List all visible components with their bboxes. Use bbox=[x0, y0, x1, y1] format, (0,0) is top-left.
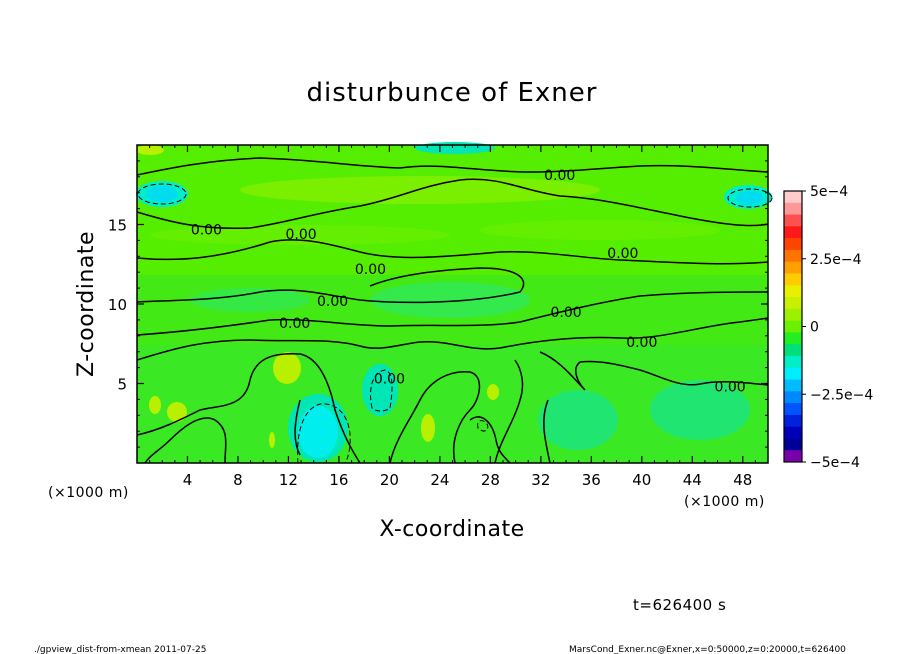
contour-label: 0.00 bbox=[279, 316, 310, 332]
x-tick-label: 12 bbox=[279, 471, 298, 489]
y-axis-label: Z-coordinate bbox=[74, 231, 99, 377]
colorbar-swatch bbox=[784, 226, 802, 239]
contour-label: 0.00 bbox=[374, 372, 405, 388]
colorbar-swatch bbox=[784, 261, 802, 274]
colorbar-swatch bbox=[784, 202, 802, 216]
colorbar bbox=[783, 190, 803, 463]
colorbar-swatch bbox=[784, 191, 802, 204]
colorbar-swatch bbox=[784, 332, 802, 345]
contour-lines bbox=[136, 157, 769, 464]
colorbar-swatch bbox=[784, 426, 802, 439]
time-label: t=626400 s bbox=[633, 596, 726, 614]
chart-title: disturbunce of Exner bbox=[307, 78, 598, 108]
x-axis: 4 8 12 16 20 24 28 32 36 40 44 48 bbox=[149, 145, 756, 489]
colorbar-tick-label: 0 bbox=[810, 320, 819, 336]
colorbar-tick-label: 2.5e−4 bbox=[810, 252, 862, 268]
x-tick-label: 28 bbox=[481, 471, 500, 489]
colorbar-swatch bbox=[784, 308, 802, 322]
contour-label: 0.00 bbox=[607, 246, 638, 262]
x-unit-note-left: (×1000 m) bbox=[48, 485, 129, 501]
footer-left: ./gpview_dist-from-xmean 2011-07-25 bbox=[34, 645, 206, 654]
x-tick-label: 8 bbox=[233, 471, 243, 489]
contour-label: 0.00 bbox=[550, 305, 581, 321]
colorbar-swatch bbox=[784, 344, 802, 357]
x-tick-label: 44 bbox=[683, 471, 702, 489]
colorbar-swatch bbox=[784, 273, 802, 286]
y-tick-label: 10 bbox=[108, 296, 127, 314]
contour-label: 0.00 bbox=[317, 294, 348, 310]
contour-label: 0.00 bbox=[355, 262, 386, 278]
footer-right: MarsCond_Exner.nc@Exner,x=0:50000,z=0:20… bbox=[569, 645, 846, 654]
x-unit-note-right: (×1000 m) bbox=[684, 494, 765, 510]
colorbar-swatch bbox=[784, 379, 802, 392]
contour-lines-dashed bbox=[137, 183, 773, 464]
colorbar-swatch bbox=[784, 438, 802, 451]
x-tick-label: 36 bbox=[582, 471, 601, 489]
x-axis-label: X-coordinate bbox=[379, 517, 524, 542]
x-tick-label: 20 bbox=[380, 471, 399, 489]
colorbar-swatch bbox=[784, 391, 802, 404]
colorbar-tick-label: 5e−4 bbox=[810, 184, 848, 200]
colorbar-swatch bbox=[784, 320, 802, 333]
contour-label: 0.00 bbox=[715, 380, 746, 396]
x-tick-label: 24 bbox=[430, 471, 449, 489]
x-tick-label: 4 bbox=[183, 471, 193, 489]
colorbar-tick-label: −2.5e−4 bbox=[810, 387, 873, 403]
y-tick-label: 5 bbox=[117, 376, 127, 394]
colorbar-swatch bbox=[784, 403, 802, 416]
colorbar-labels: 5e−4 2.5e−4 0 −2.5e−4 −5e−4 bbox=[802, 184, 873, 471]
contour-field bbox=[136, 142, 772, 463]
colorbar-swatch bbox=[784, 214, 802, 227]
colorbar-swatch bbox=[784, 450, 802, 463]
x-tick-label: 40 bbox=[632, 471, 651, 489]
colorbar-swatch bbox=[784, 355, 802, 369]
y-axis: 5 10 15 bbox=[108, 160, 768, 448]
colorbar-swatch bbox=[784, 238, 802, 251]
contour-label: 0.00 bbox=[285, 227, 316, 243]
contour-labels: 0.00 0.00 0.00 0.00 0.00 0.00 0.00 0.00 0.00 0.00… bbox=[191, 168, 746, 395]
colorbar-tick-label: −5e−4 bbox=[810, 455, 860, 471]
colorbar-swatch bbox=[784, 367, 802, 381]
colorbar-swatch bbox=[784, 414, 802, 428]
colorbar-swatch bbox=[784, 249, 802, 263]
x-tick-label: 16 bbox=[329, 471, 348, 489]
colorbar-swatch bbox=[784, 297, 802, 310]
colorbar-swatch bbox=[784, 285, 802, 298]
x-tick-label: 32 bbox=[531, 471, 550, 489]
y-tick-label: 15 bbox=[108, 217, 127, 235]
x-tick-label: 48 bbox=[733, 471, 752, 489]
contour-label: 0.00 bbox=[626, 335, 657, 351]
contour-label: 0.00 bbox=[544, 168, 575, 184]
contour-label: 0.00 bbox=[191, 222, 222, 238]
